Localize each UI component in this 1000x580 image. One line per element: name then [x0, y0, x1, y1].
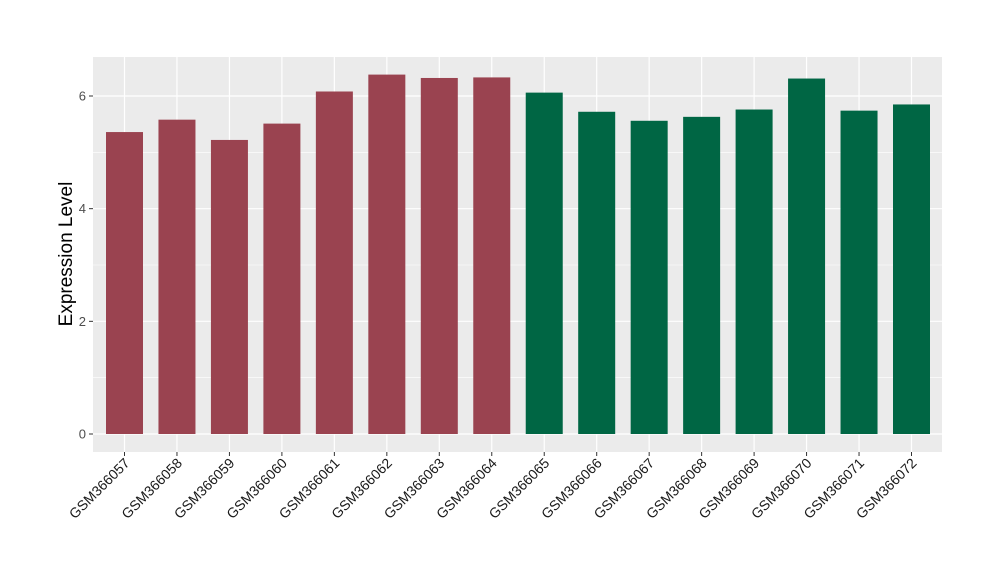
x-axis: GSM366057GSM366058GSM366059GSM366060GSM3…: [66, 452, 920, 522]
bar-GSM366059: [210, 139, 248, 434]
bar-GSM366063: [420, 77, 458, 435]
bar-GSM366064: [473, 77, 511, 434]
y-tick-label: 2: [79, 314, 86, 329]
bar-GSM366057: [106, 132, 143, 434]
bar-GSM366062: [368, 74, 406, 435]
bar-GSM366072: [893, 104, 930, 434]
bar-GSM366058: [158, 119, 196, 434]
y-axis-title: Expression Level: [56, 182, 77, 327]
y-axis: 0 2 4 6: [79, 89, 93, 442]
bar-GSM366071: [840, 110, 878, 434]
bar-GSM366068: [683, 116, 721, 435]
bar-GSM366067: [630, 120, 668, 434]
y-tick-label: 6: [79, 89, 86, 104]
bars: [106, 74, 930, 435]
bar-GSM366060: [263, 123, 301, 434]
bar-GSM366065: [525, 92, 563, 435]
bar-GSM366069: [735, 109, 773, 435]
bar-GSM366066: [578, 111, 616, 435]
bar-GSM366061: [315, 91, 353, 434]
y-tick-label: 0: [79, 427, 86, 442]
y-tick-label: 4: [79, 201, 86, 216]
bar-GSM366070: [788, 78, 826, 434]
